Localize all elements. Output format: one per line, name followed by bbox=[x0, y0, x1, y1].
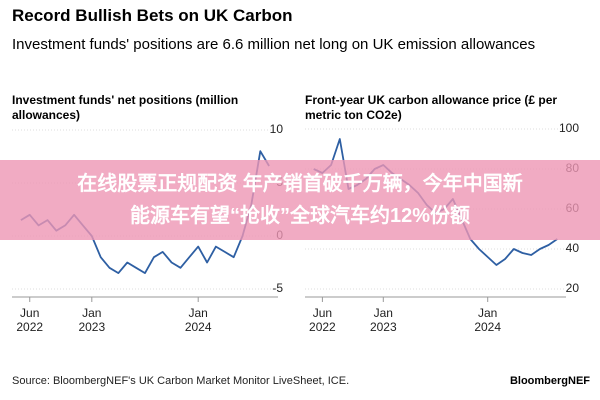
y-tick-label: 100 bbox=[559, 121, 579, 135]
x-tick-label: Jun 2022 bbox=[16, 306, 44, 334]
chart-title: Front-year UK carbon allowance price (£ … bbox=[305, 93, 558, 122]
source: Source: BloombergNEF's UK Carbon Market … bbox=[12, 375, 350, 387]
subtitle: Investment funds' positions are 6.6 mill… bbox=[12, 36, 536, 53]
y-tick-label: 20 bbox=[566, 281, 580, 295]
y-tick-label: 40 bbox=[566, 241, 580, 255]
banner: 在线股票正规配资 年产销首破千万辆，今年中国新 能源车有望“抢收”全球汽车约12… bbox=[0, 160, 600, 240]
x-tick-label: Jan 2024 bbox=[474, 306, 502, 334]
chart-title: Investment funds' net positions (million… bbox=[12, 93, 239, 122]
x-tick-label: Jan 2024 bbox=[184, 306, 212, 334]
x-tick-label: Jan 2023 bbox=[78, 306, 106, 334]
x-tick-label: Jun 2022 bbox=[309, 306, 336, 334]
y-tick-label: 10 bbox=[270, 122, 284, 136]
banner-line: 能源车有望“抢收”全球汽车约12%份额 bbox=[129, 205, 471, 227]
page-title: Record Bullish Bets on UK Carbon bbox=[12, 6, 293, 25]
y-tick-label: -5 bbox=[272, 281, 283, 295]
x-tick-label: Jan 2023 bbox=[369, 306, 397, 334]
logo: BloombergNEF bbox=[509, 375, 590, 387]
banner-line: 在线股票正规配资 年产销首破千万辆，今年中国新 bbox=[77, 173, 523, 195]
